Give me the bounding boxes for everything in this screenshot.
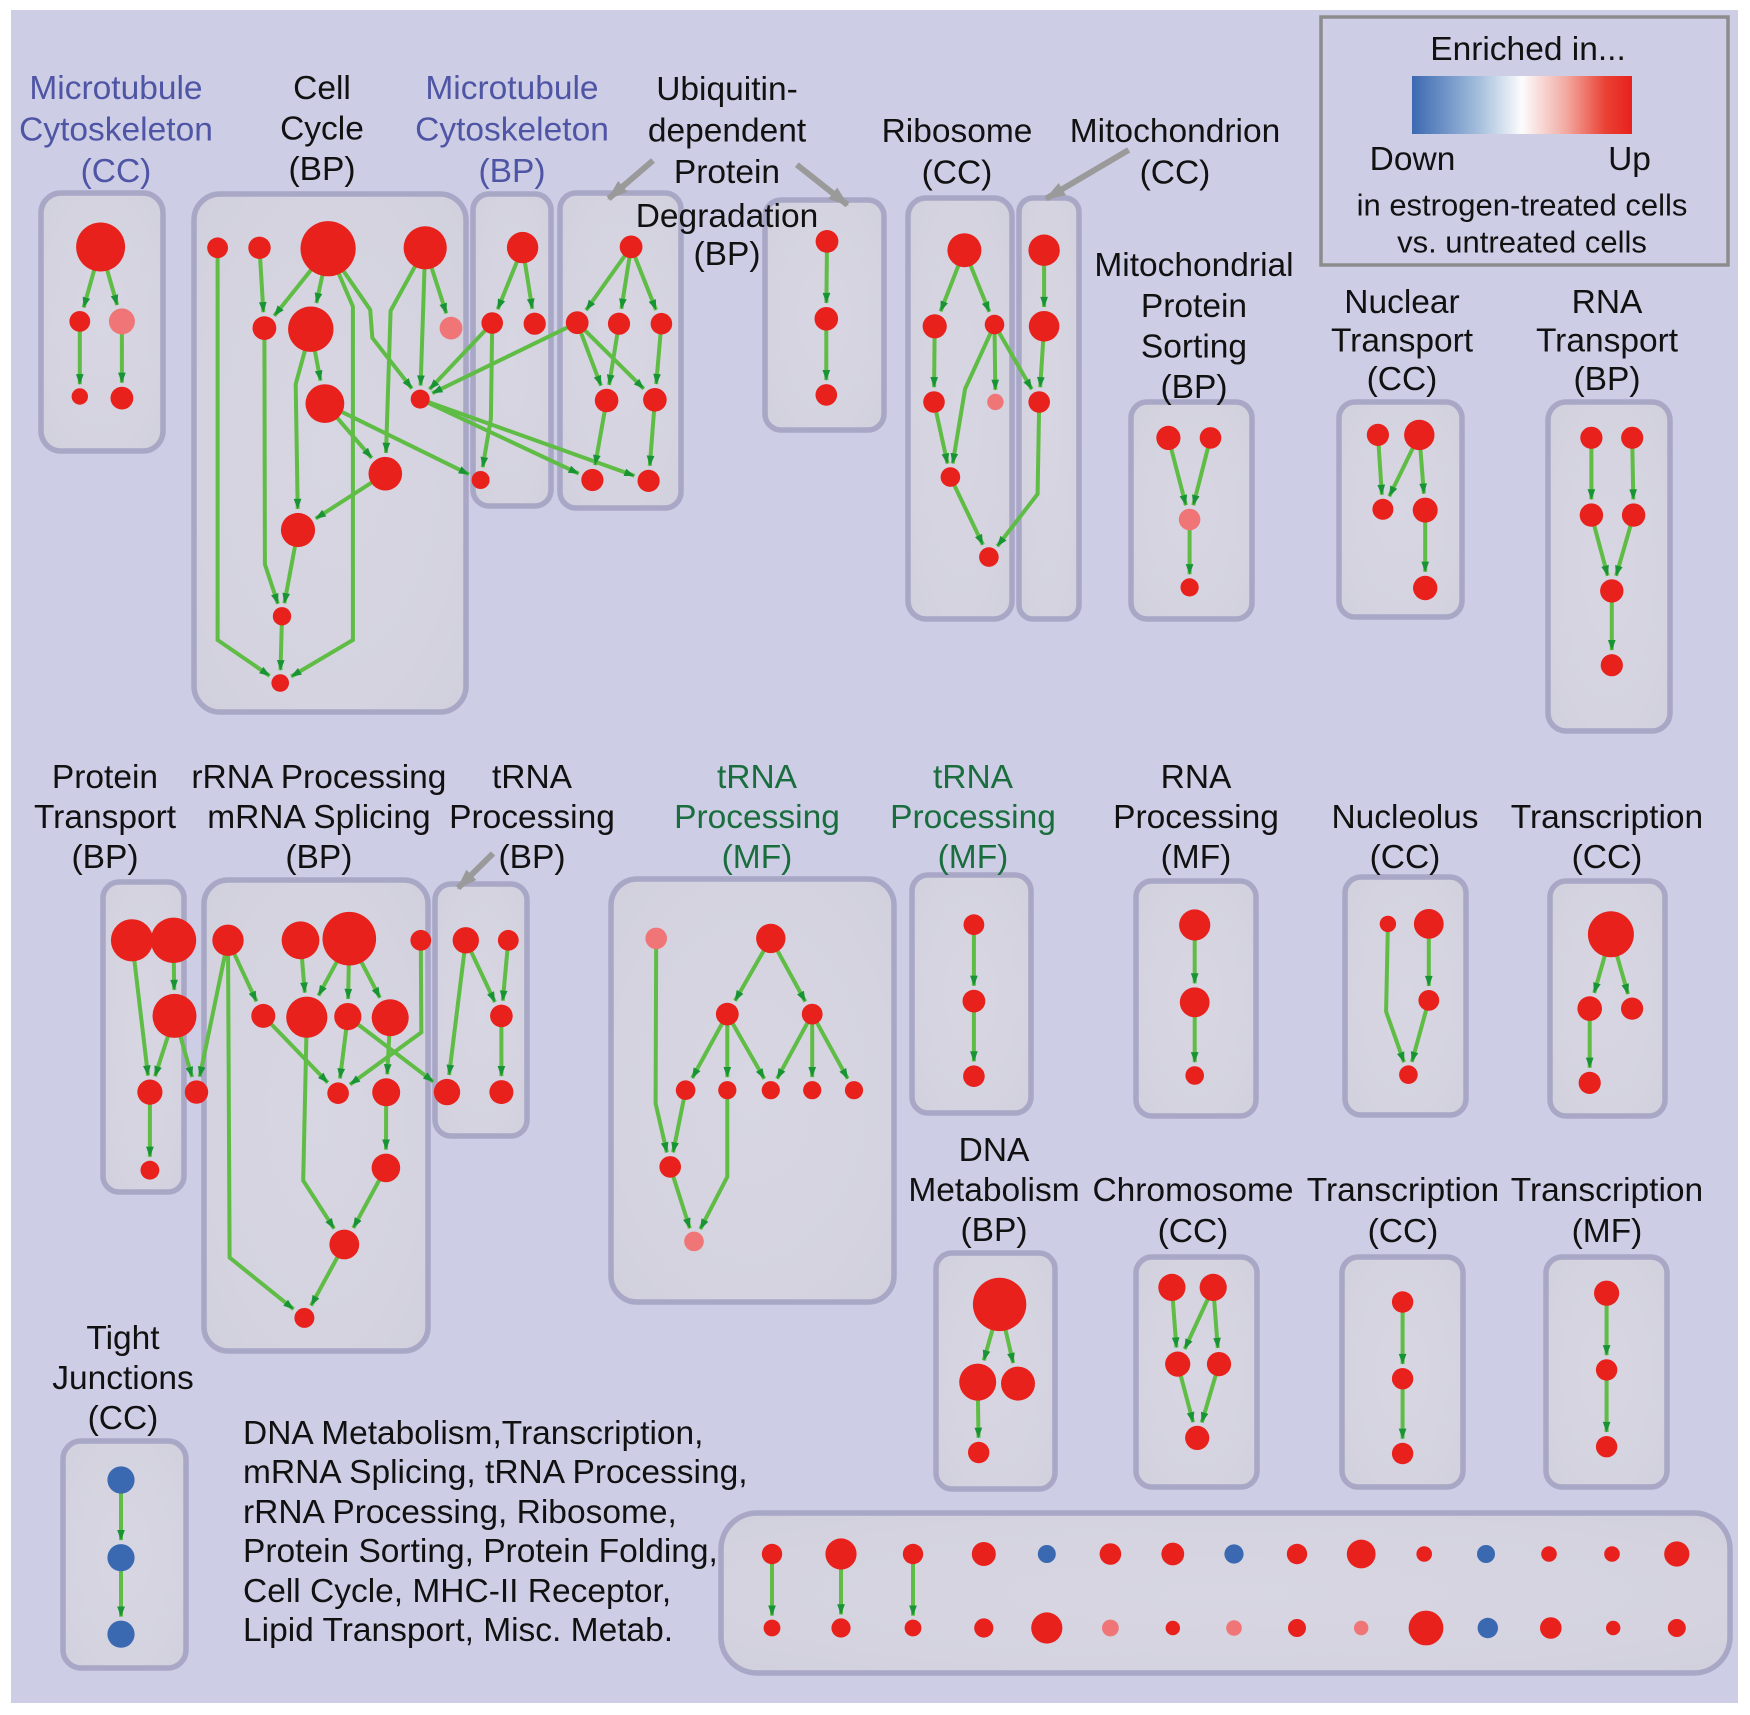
svg-text:in estrogen-treated cells: in estrogen-treated cells (1357, 188, 1688, 223)
svg-text:Mitochondrion(CC): Mitochondrion (CC) (1070, 113, 1280, 192)
svg-text:Nucleolus(CC): Nucleolus (CC) (1331, 799, 1478, 876)
svg-text:Transcription(MF): Transcription (MF) (1511, 1172, 1703, 1250)
svg-text:vs. untreated cells: vs. untreated cells (1397, 224, 1647, 259)
svg-text:Transcription(CC): Transcription (CC) (1511, 799, 1703, 876)
svg-text:Down: Down (1370, 141, 1456, 178)
svg-text:Transcription(CC): Transcription (CC) (1307, 1172, 1499, 1250)
svg-text:Chromosome(CC): Chromosome (CC) (1092, 1172, 1293, 1250)
svg-text:Ribosome(CC): Ribosome (CC) (882, 113, 1033, 192)
svg-text:Enriched in...: Enriched in... (1430, 31, 1626, 68)
svg-text:DNA Metabolism,Transcription,m: DNA Metabolism,Transcription, mRNA Splici… (243, 1415, 748, 1649)
svg-text:Up: Up (1608, 141, 1651, 178)
